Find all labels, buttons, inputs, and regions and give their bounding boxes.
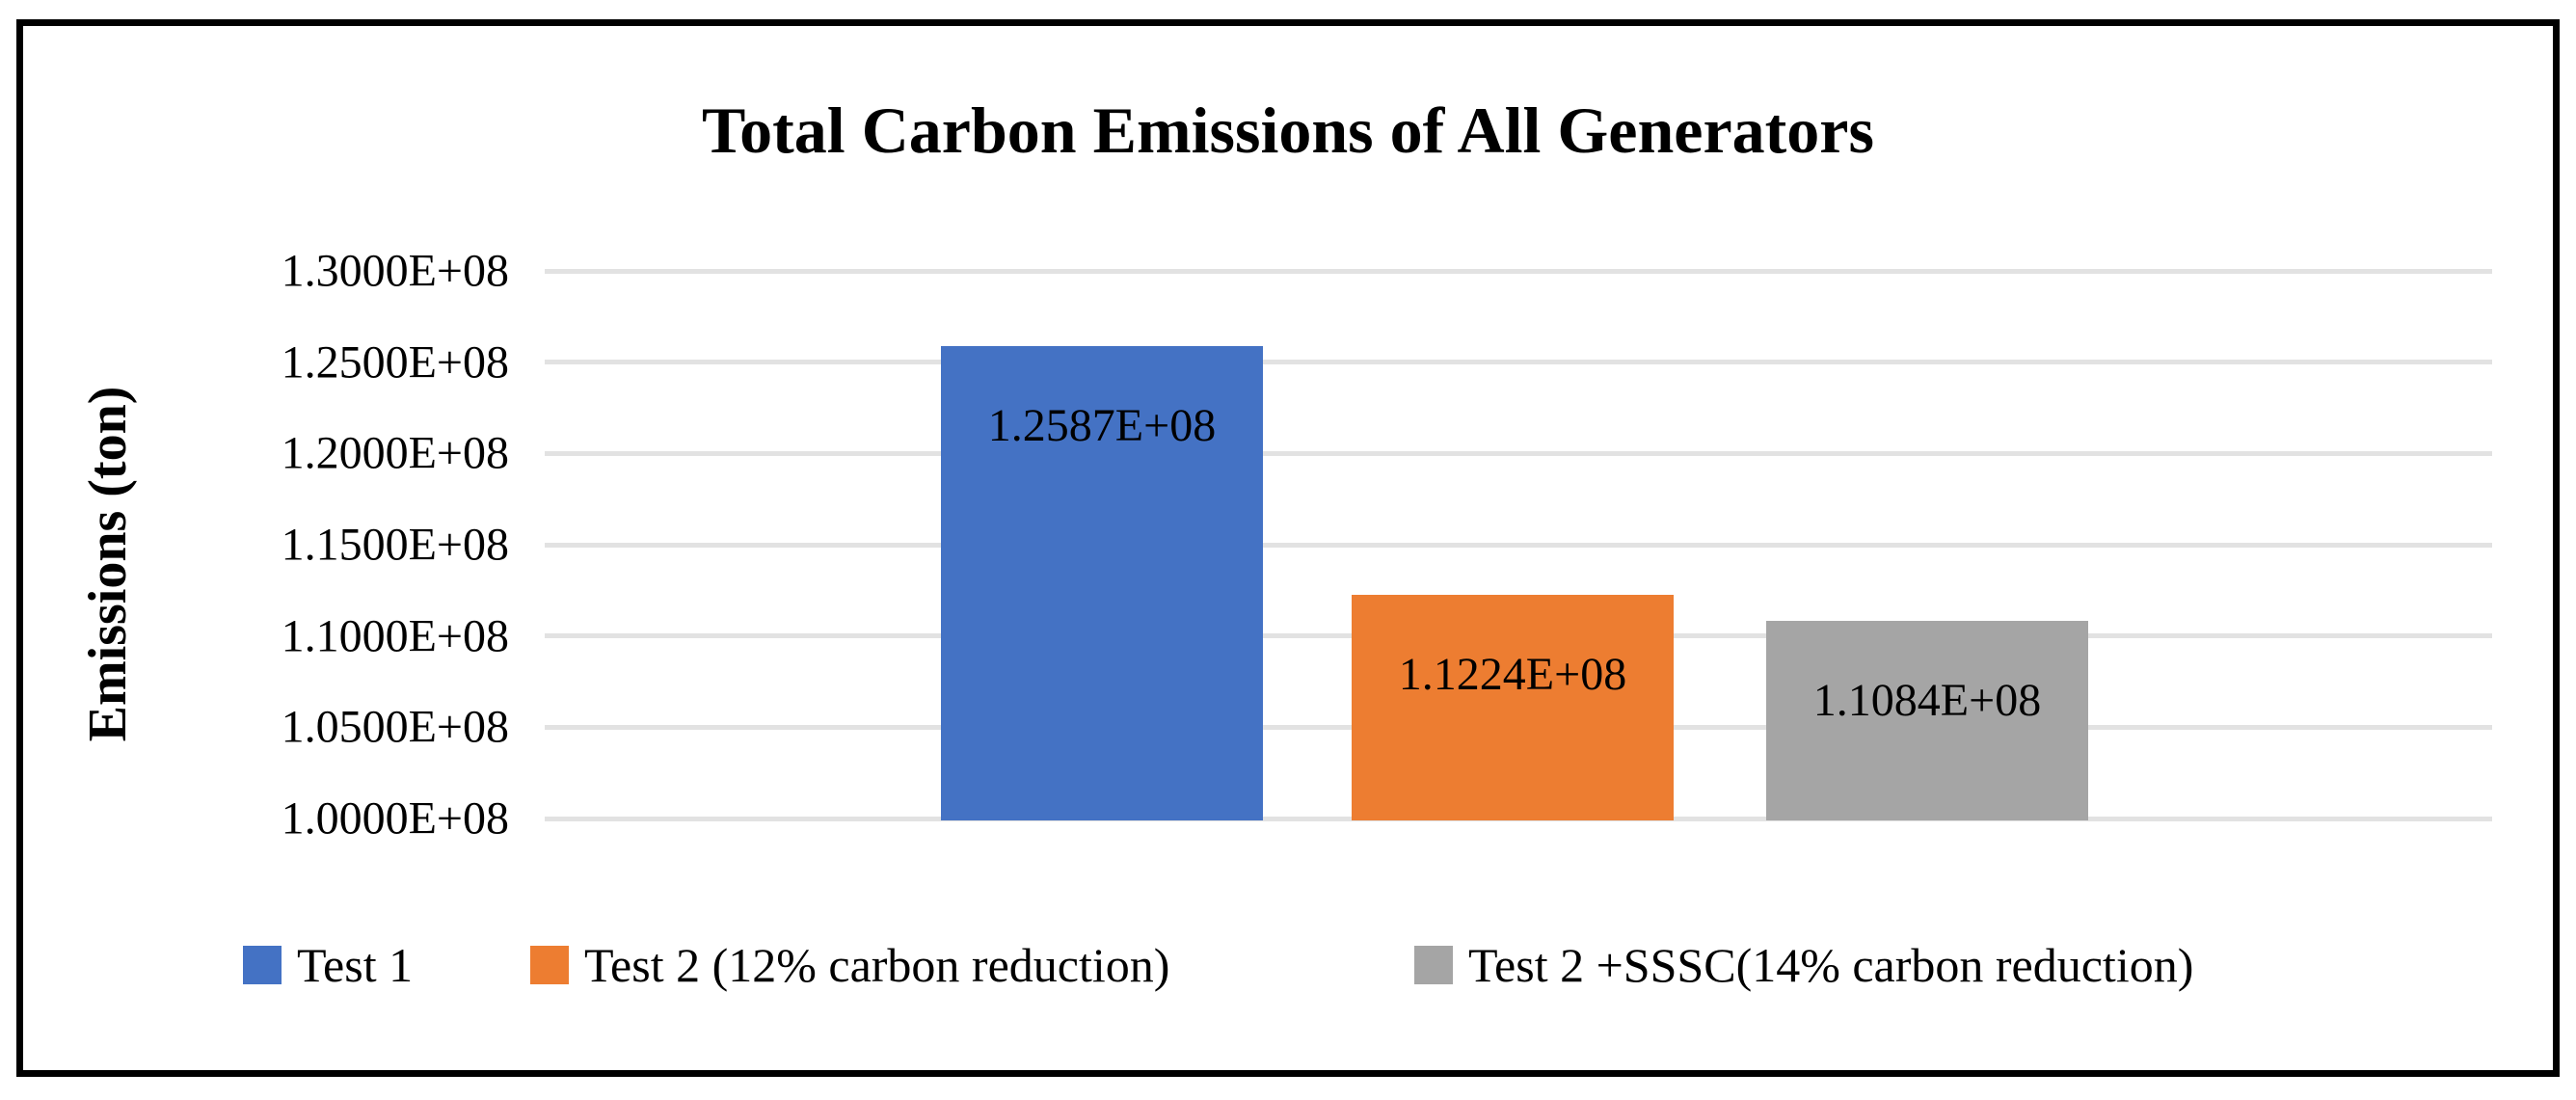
legend-item-test-1: Test 1 [243,937,413,993]
legend-label: Test 1 [297,938,414,992]
gridline [545,268,2492,274]
y-tick-label: 1.0500E+08 [281,701,509,753]
legend-item-test-2-sssc: Test 2 +SSSC(14% carbon reduction) [1414,937,2193,993]
bar-data-label-test-2-sssc: 1.1084E+08 [1812,674,2042,726]
bar-test-2-sssc: 1.1084E+08 [1766,620,2088,820]
legend-label: Test 2 +SSSC(14% carbon reduction) [1468,938,2194,992]
legend-marker-icon [1414,946,1453,984]
bar-test-2: 1.1224E+08 [1352,595,1674,820]
chart-title: Total Carbon Emissions of All Generators [702,94,1874,167]
y-tick-label: 1.2000E+08 [281,427,509,479]
legend-marker-icon [243,946,282,984]
y-tick-label: 1.1000E+08 [281,610,509,662]
gridline [545,542,2492,548]
y-tick-label: 1.3000E+08 [281,245,509,297]
bar-test-1: 1.2587E+08 [941,346,1263,820]
y-tick-label: 1.1500E+08 [281,519,509,571]
legend-marker-icon [530,946,569,984]
legend-label: Test 2 (12% carbon reduction) [584,938,1170,992]
legend-item-test-2: Test 2 (12% carbon reduction) [530,937,1169,993]
y-tick-label: 1.2500E+08 [281,336,509,389]
y-tick-label: 1.0000E+08 [281,792,509,845]
y-axis-title: Emissions (ton) [78,386,138,742]
gridline [545,360,2492,365]
chart-border-frame [16,19,2560,1077]
bar-data-label-test-2: 1.1224E+08 [1398,649,1627,701]
bar-data-label-test-1: 1.2587E+08 [987,400,1217,452]
gridline [545,450,2492,456]
